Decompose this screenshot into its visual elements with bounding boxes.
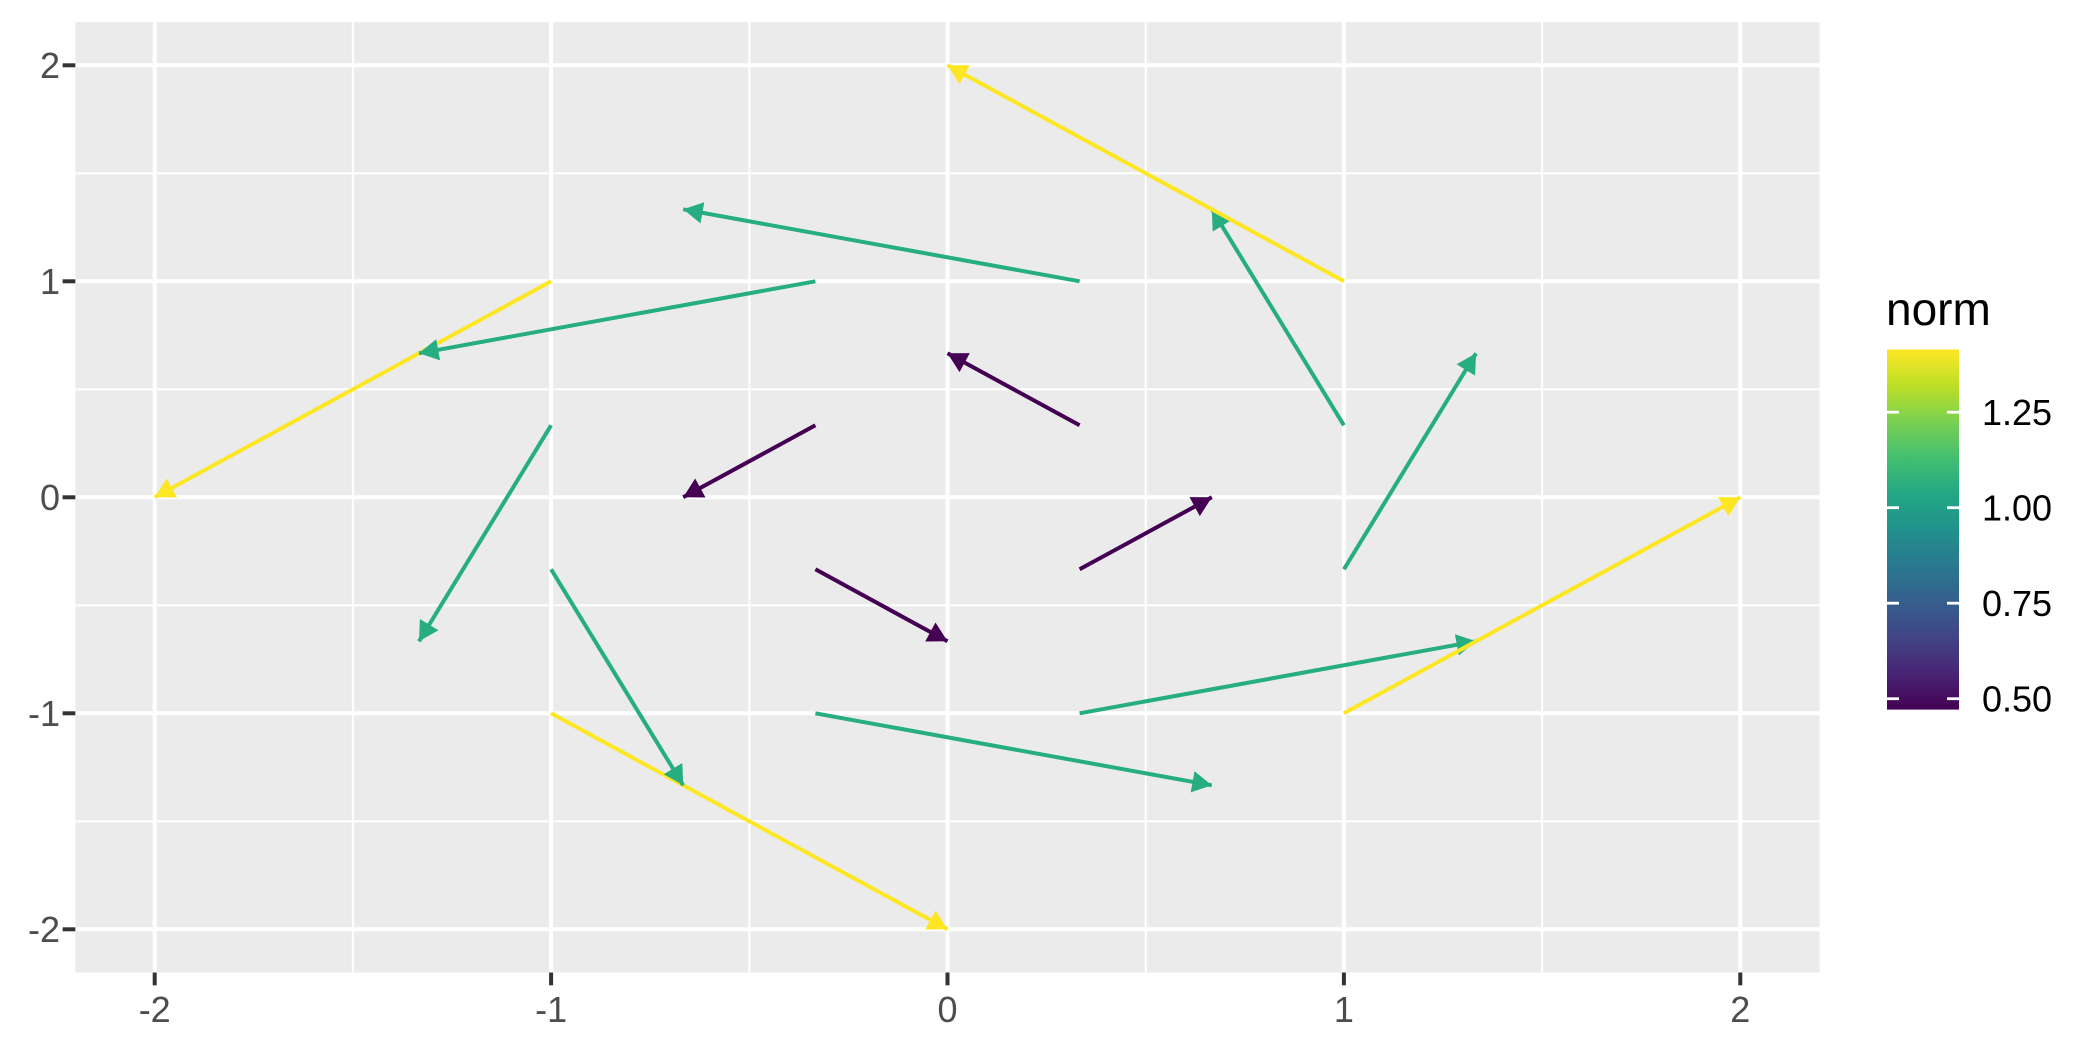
svg-text:norm: norm — [1886, 283, 1991, 335]
svg-text:0.75: 0.75 — [1982, 583, 2052, 624]
svg-text:2: 2 — [1730, 989, 1750, 1030]
svg-text:-2: -2 — [28, 909, 60, 950]
svg-text:1.00: 1.00 — [1982, 488, 2052, 529]
svg-text:1: 1 — [1334, 989, 1354, 1030]
svg-text:0: 0 — [40, 477, 60, 518]
svg-text:1.25: 1.25 — [1982, 392, 2052, 433]
svg-text:2: 2 — [40, 45, 60, 86]
svg-text:1: 1 — [40, 261, 60, 302]
svg-text:-1: -1 — [535, 989, 567, 1030]
svg-text:-2: -2 — [139, 989, 171, 1030]
svg-text:0.50: 0.50 — [1982, 679, 2052, 720]
svg-text:-1: -1 — [28, 693, 60, 734]
svg-text:0: 0 — [937, 989, 957, 1030]
